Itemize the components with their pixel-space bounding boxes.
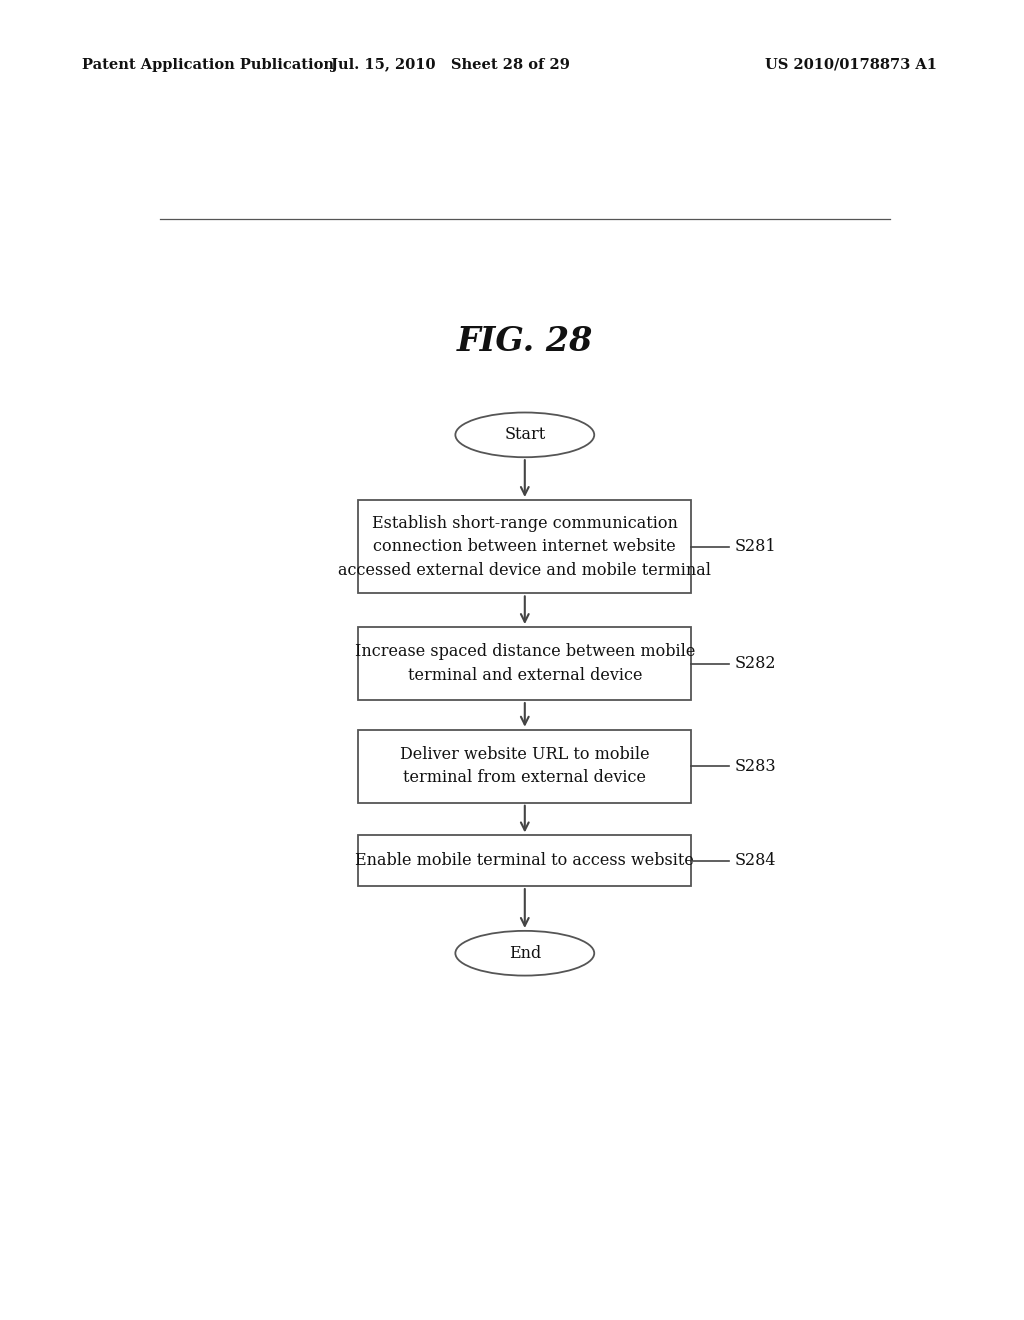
Text: Start: Start — [504, 426, 546, 444]
Ellipse shape — [456, 412, 594, 457]
Text: End: End — [509, 945, 541, 962]
Text: Enable mobile terminal to access website: Enable mobile terminal to access website — [355, 853, 694, 870]
Text: Jul. 15, 2010   Sheet 28 of 29: Jul. 15, 2010 Sheet 28 of 29 — [331, 58, 570, 71]
FancyBboxPatch shape — [358, 500, 691, 594]
Text: S283: S283 — [735, 758, 777, 775]
Text: Establish short-range communication
connection between internet website
accessed: Establish short-range communication conn… — [338, 515, 712, 578]
Text: S281: S281 — [735, 539, 777, 556]
Text: Increase spaced distance between mobile
terminal and external device: Increase spaced distance between mobile … — [354, 643, 695, 684]
Text: S282: S282 — [735, 655, 776, 672]
FancyBboxPatch shape — [358, 836, 691, 886]
Text: Deliver website URL to mobile
terminal from external device: Deliver website URL to mobile terminal f… — [400, 746, 649, 787]
Text: US 2010/0178873 A1: US 2010/0178873 A1 — [765, 58, 937, 71]
Text: S284: S284 — [735, 853, 776, 870]
Ellipse shape — [456, 931, 594, 975]
Text: FIG. 28: FIG. 28 — [457, 325, 593, 358]
FancyBboxPatch shape — [358, 627, 691, 700]
FancyBboxPatch shape — [358, 730, 691, 803]
Text: Patent Application Publication: Patent Application Publication — [82, 58, 334, 71]
